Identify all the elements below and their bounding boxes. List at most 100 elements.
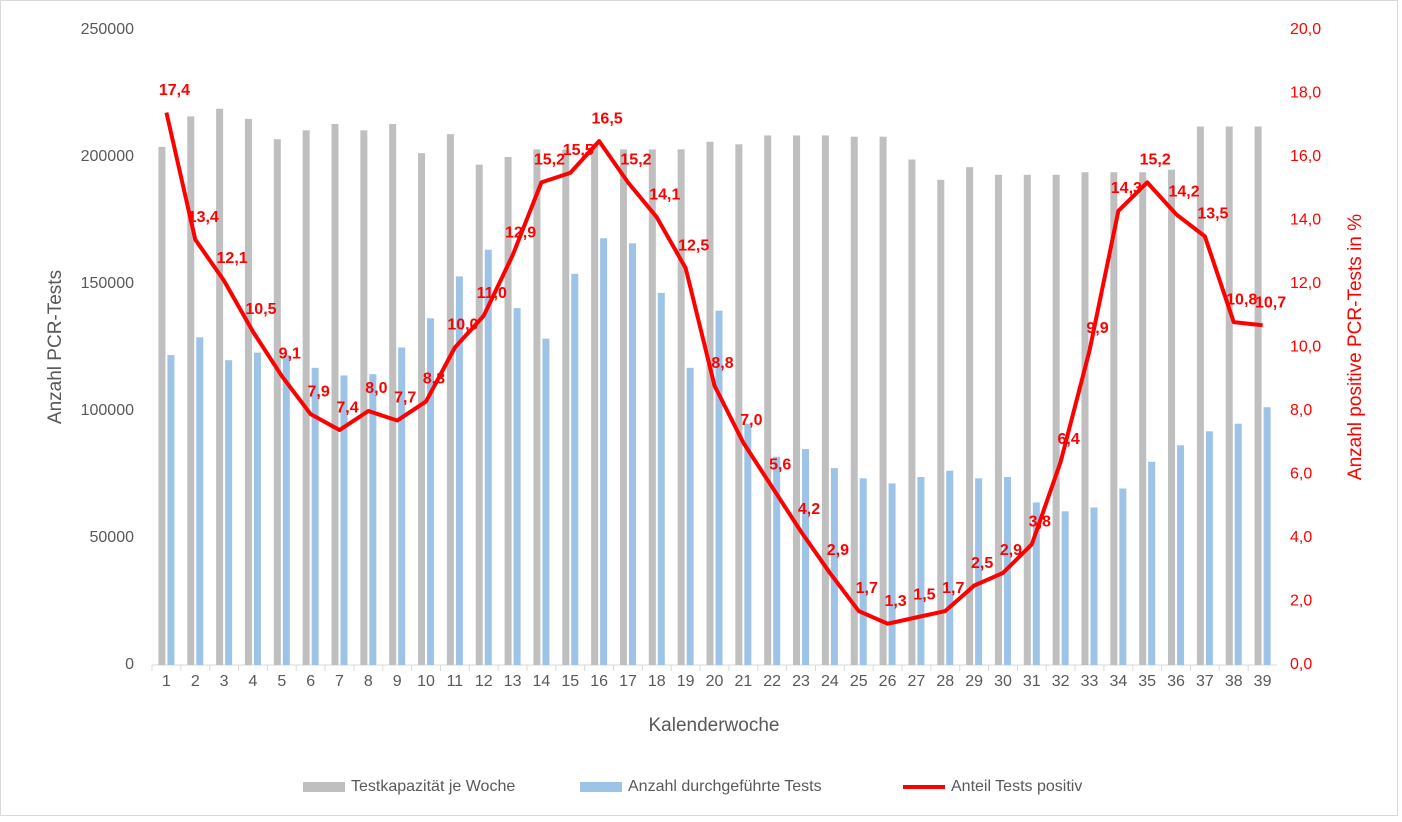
x-tick-label: 37: [1196, 673, 1214, 690]
bar: [773, 456, 781, 665]
value-label: 10,5: [245, 301, 276, 318]
value-label: 13,4: [188, 209, 219, 226]
bar: [1081, 172, 1089, 666]
x-tick-label: 9: [393, 673, 402, 690]
x-tick-label: 26: [879, 673, 897, 690]
x-tick-label: 16: [590, 673, 608, 690]
x-tick-label: 3: [220, 673, 229, 690]
x-tick-label: 33: [1081, 673, 1099, 690]
bar: [187, 116, 195, 666]
x-tick-label: 24: [821, 673, 839, 690]
bar: [793, 135, 801, 665]
x-tick-label: 2: [191, 673, 200, 690]
y2-tick-label: 4,0: [1290, 529, 1312, 546]
bar: [513, 308, 521, 665]
value-label: 14,1: [649, 187, 680, 204]
bar: [1052, 174, 1060, 665]
x-tick-label: 27: [908, 673, 926, 690]
y2-tick-label: 2,0: [1290, 593, 1312, 610]
value-label: 11,0: [477, 285, 507, 302]
bar: [253, 352, 261, 665]
value-label: 13,5: [1197, 206, 1228, 223]
x-tick-label: 31: [1023, 673, 1041, 690]
value-label: 10,0: [447, 317, 478, 334]
bar: [888, 483, 896, 665]
bar: [994, 174, 1002, 665]
value-label: 12,1: [217, 250, 248, 267]
value-label: 5,6: [769, 456, 791, 473]
x-tick-label: 34: [1109, 673, 1127, 690]
bar: [158, 146, 166, 666]
x-tick-label: 1: [162, 673, 171, 690]
bar: [619, 149, 627, 665]
bar: [937, 179, 945, 666]
bar: [946, 470, 954, 665]
y-tick-label: 0: [125, 656, 134, 673]
value-label: 15,2: [1140, 152, 1171, 169]
x-tick-label: 25: [850, 673, 868, 690]
bar: [1234, 423, 1242, 665]
bar: [216, 108, 224, 666]
bar: [533, 149, 541, 665]
x-tick-label: 35: [1138, 673, 1156, 690]
bar: [908, 159, 916, 666]
bar: [648, 149, 656, 665]
bar: [821, 135, 829, 665]
x-tick-label: 19: [677, 673, 695, 690]
y2-axis-title: Anzahl positive PCR-Tests in %: [1345, 214, 1366, 480]
y-tick-label: 250000: [81, 21, 134, 38]
y-axis-title: Anzahl PCR-Tests: [45, 270, 66, 424]
value-label: 9,9: [1086, 320, 1108, 337]
bar: [744, 423, 752, 665]
x-tick-label: 7: [335, 673, 344, 690]
legend-label: Anzahl durchgeführte Tests: [628, 778, 822, 795]
x-tick-label: 23: [792, 673, 810, 690]
bar: [850, 136, 858, 665]
legend-label: Anteil Tests positiv: [951, 778, 1082, 795]
bar: [975, 478, 983, 665]
value-label: 15,5: [563, 142, 594, 159]
bar: [475, 164, 483, 665]
x-tick-label: 8: [364, 673, 373, 690]
y2-tick-label: 14,0: [1290, 212, 1321, 229]
bar: [600, 238, 608, 665]
value-label: 12,5: [678, 237, 709, 254]
bar: [859, 478, 867, 665]
x-tick-label: 14: [533, 673, 551, 690]
x-tick-label: 29: [965, 673, 983, 690]
bar: [418, 153, 426, 665]
x-tick-label: 21: [734, 673, 752, 690]
bar: [657, 292, 665, 665]
x-tick-label: 4: [249, 673, 258, 690]
value-label: 7,9: [308, 383, 330, 400]
bar: [830, 468, 838, 665]
line: [164, 112, 1263, 626]
bar: [369, 374, 377, 665]
bar: [446, 134, 454, 665]
bar: [282, 355, 290, 665]
bar: [167, 355, 175, 665]
bar: [331, 123, 339, 666]
x-tick-label: 20: [706, 673, 724, 690]
bar: [917, 477, 925, 665]
bar: [455, 276, 463, 665]
x-tick-label: 18: [648, 673, 666, 690]
value-label: 8,0: [365, 380, 387, 397]
value-label: 1,7: [942, 580, 964, 597]
value-label: 16,5: [592, 110, 623, 127]
value-label: 9,1: [279, 345, 301, 362]
y2-tick-label: 12,0: [1290, 275, 1321, 292]
value-label: 10,7: [1255, 294, 1286, 311]
bar: [398, 347, 406, 665]
value-label: 7,7: [394, 390, 416, 407]
legend-swatch: [303, 782, 345, 792]
value-label: 14,3: [1111, 180, 1142, 197]
x-tick-label: 38: [1225, 673, 1243, 690]
bar: [879, 136, 887, 665]
x-tick-label: 10: [417, 673, 435, 690]
bar: [1225, 126, 1233, 665]
value-label: 2,9: [827, 542, 849, 559]
value-label: 7,4: [336, 399, 358, 416]
value-label: 14,2: [1168, 183, 1199, 200]
